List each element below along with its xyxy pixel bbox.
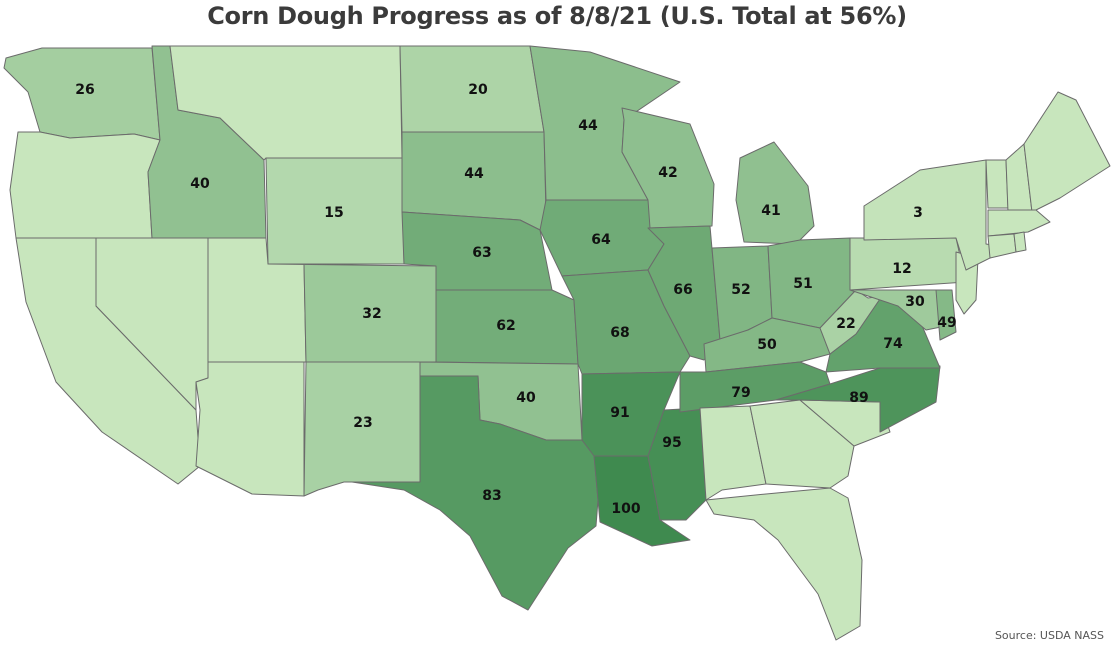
state-value-ky: 50: [757, 337, 777, 353]
state-value-la: 100: [611, 501, 640, 517]
state-value-ia: 64: [591, 232, 611, 248]
state-value-wa: 26: [75, 82, 94, 98]
state-ma[interactable]: [987, 209, 1051, 237]
state-value-il: 66: [673, 282, 692, 298]
state-ct[interactable]: [987, 233, 1017, 259]
state-value-oh: 51: [793, 276, 812, 292]
state-value-co: 32: [362, 306, 381, 322]
state-value-nm: 23: [353, 415, 372, 431]
state-al[interactable]: [699, 405, 767, 501]
state-fl[interactable]: [705, 487, 863, 641]
source-note: Source: USDA NASS: [994, 629, 1104, 642]
state-value-in: 52: [731, 282, 750, 298]
state-value-md: 30: [905, 294, 925, 310]
state-value-tn: 79: [731, 385, 750, 401]
state-value-id: 40: [190, 176, 210, 192]
state-value-nc: 89: [849, 390, 868, 406]
state-value-mn: 44: [578, 118, 598, 134]
state-shapes: [3, 45, 1111, 641]
state-me[interactable]: [1023, 91, 1111, 213]
state-md[interactable]: [849, 289, 947, 331]
state-or[interactable]: [9, 131, 161, 239]
state-value-labels: 26 40 15 32 23 20 44 63 62 40 83 44 64 68 91 100 42 66 95 4…: [75, 82, 956, 517]
state-value-tx: 83: [482, 488, 501, 504]
state-value-ks: 62: [496, 318, 515, 334]
state-de[interactable]: [935, 289, 957, 341]
state-value-ar: 91: [610, 405, 629, 421]
state-mi[interactable]: [735, 141, 815, 245]
state-value-wy: 15: [324, 205, 343, 221]
state-value-de: 49: [937, 315, 956, 331]
state-value-va: 74: [883, 336, 903, 352]
state-ri[interactable]: [1013, 231, 1027, 253]
state-value-wv: 22: [836, 316, 855, 332]
state-tx[interactable]: [351, 375, 599, 611]
state-az[interactable]: [195, 361, 305, 497]
state-value-ok: 40: [516, 390, 536, 406]
state-vt[interactable]: [985, 159, 1009, 209]
state-value-ny: 3: [913, 205, 923, 221]
state-value-pa: 12: [892, 261, 911, 277]
state-value-ne: 63: [472, 245, 491, 261]
state-value-sd: 44: [464, 166, 484, 182]
state-value-wi: 42: [658, 165, 677, 181]
state-value-mi: 41: [761, 203, 780, 219]
state-tn[interactable]: [679, 361, 831, 413]
state-value-nd: 20: [468, 82, 488, 98]
state-nc[interactable]: [775, 365, 941, 433]
map-title: Corn Dough Progress as of 8/8/21 (U.S. T…: [207, 2, 907, 30]
state-value-ms: 95: [662, 435, 681, 451]
state-value-mo: 68: [610, 325, 629, 341]
